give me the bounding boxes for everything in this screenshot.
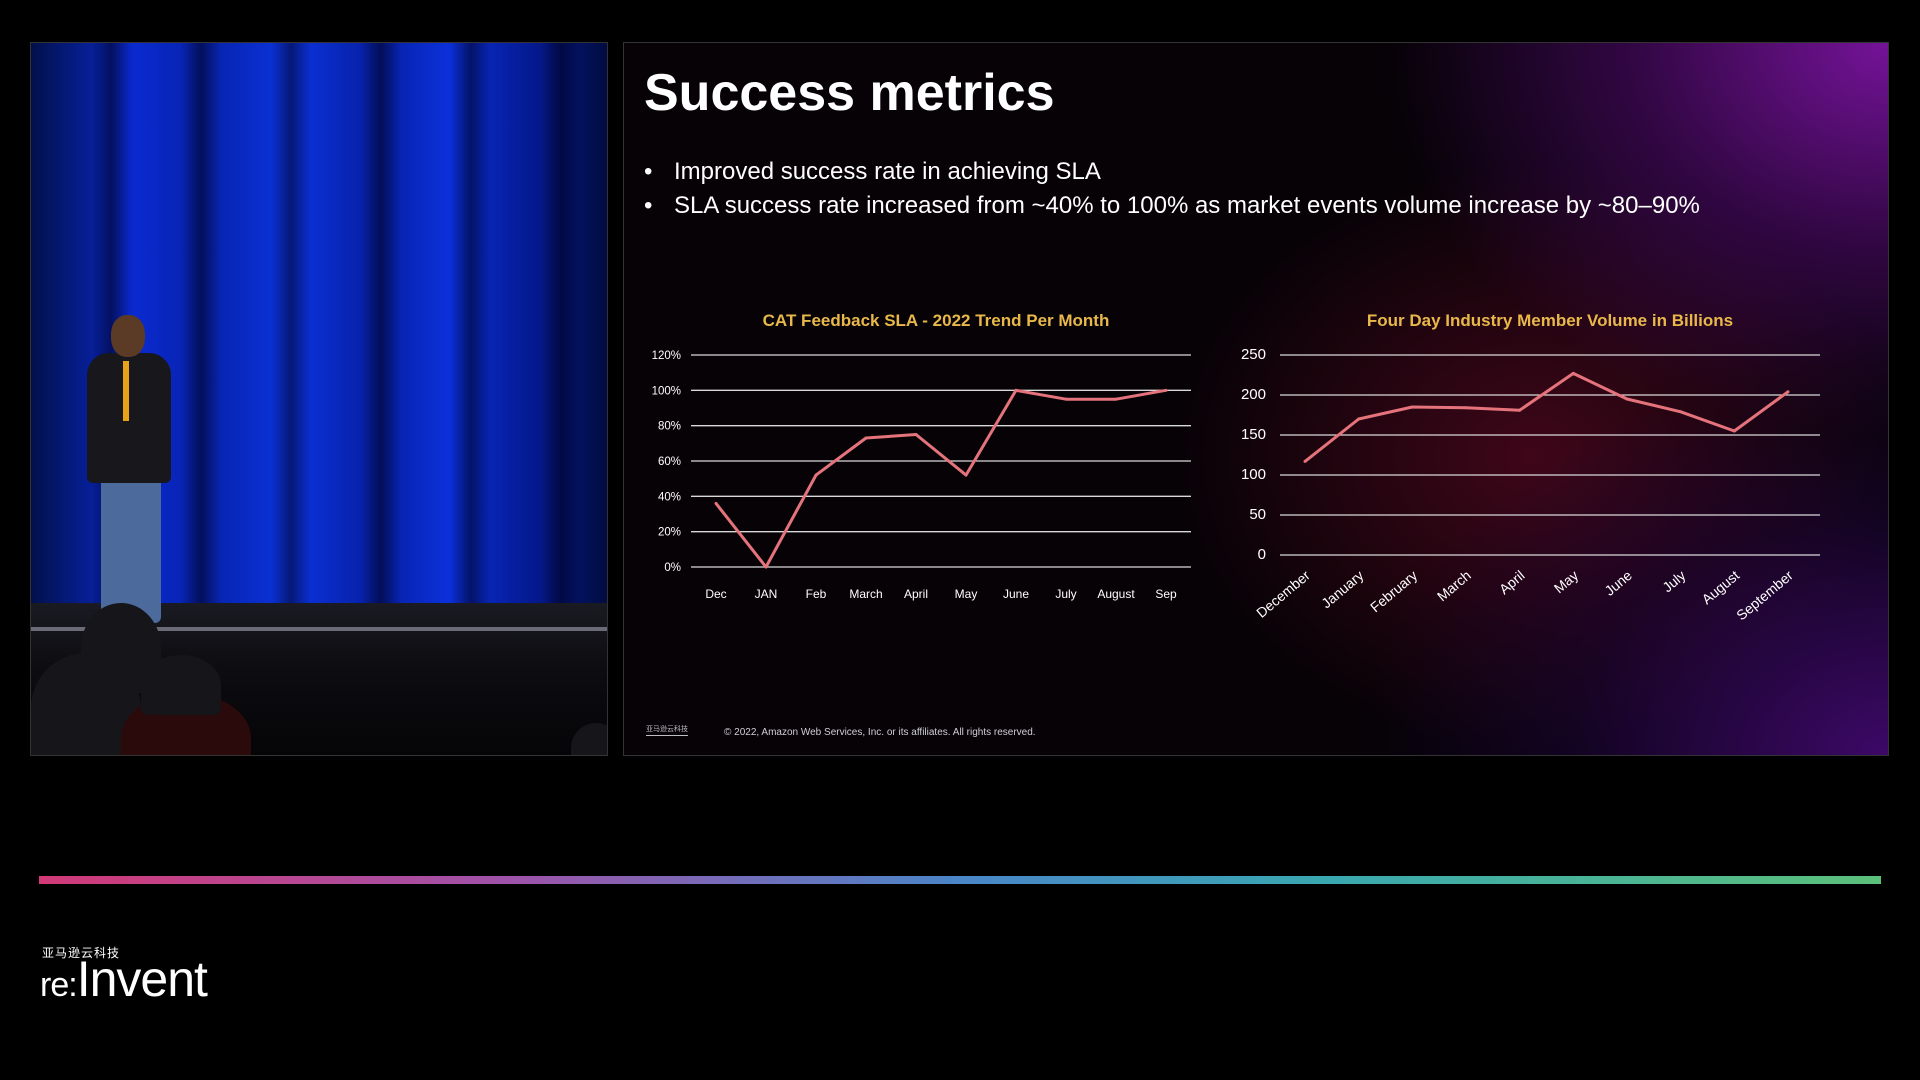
event-logo: re:Invent <box>40 950 208 1008</box>
data-point <box>1464 406 1468 410</box>
y-tick-label: 200 <box>1241 386 1266 403</box>
slide-title: Success metrics <box>644 64 1055 122</box>
curtain-fold <box>181 43 221 603</box>
data-point <box>714 501 718 505</box>
chart-title: Four Day Industry Member Volume in Billi… <box>1367 311 1733 330</box>
data-point <box>1064 397 1068 401</box>
y-tick-label: 0% <box>664 562 681 574</box>
y-tick-label: 40% <box>658 491 681 503</box>
x-tick-label: September <box>1733 567 1796 623</box>
x-tick-label: June <box>1601 567 1635 599</box>
member-volume-chart: Four Day Industry Member Volume in Billi… <box>1241 311 1820 623</box>
stage-edge <box>31 627 607 631</box>
x-tick-label: August <box>1699 567 1743 607</box>
speaker-lanyard <box>123 361 129 421</box>
x-tick-label: June <box>1003 587 1029 601</box>
series-line <box>714 388 1167 569</box>
data-point <box>1303 459 1307 463</box>
x-tick-label: August <box>1097 587 1135 601</box>
x-tick-label: December <box>1253 567 1313 621</box>
x-tick-label: April <box>1496 567 1528 597</box>
slide-logo: 亚马逊云科技 <box>646 724 688 736</box>
presentation-slide: Success metrics Improved success rate in… <box>623 42 1889 756</box>
data-point <box>1164 388 1168 392</box>
data-point <box>1518 408 1522 412</box>
chart-title: CAT Feedback SLA - 2022 Trend Per Month <box>763 311 1110 330</box>
curtain-fold <box>361 43 401 603</box>
speaker-head <box>111 315 145 357</box>
speaker-torso <box>87 353 171 483</box>
data-point <box>764 565 768 569</box>
event-subtitle: 亚马逊云科技 <box>42 946 121 960</box>
data-point <box>1786 390 1790 394</box>
bullet-list: Improved success rate in achieving SLA S… <box>644 155 1700 223</box>
data-point <box>964 473 968 477</box>
bullet-item: SLA success rate increased from ~40% to … <box>644 189 1700 223</box>
curtain-fold <box>451 43 491 603</box>
data-point <box>1732 429 1736 433</box>
copyright-notice: © 2022, Amazon Web Services, Inc. or its… <box>724 727 1036 738</box>
data-point <box>1571 371 1575 375</box>
data-point <box>1114 397 1118 401</box>
x-tick-label: Dec <box>705 587 726 601</box>
event-logo-re: re: <box>40 966 78 1004</box>
y-tick-label: 0 <box>1258 546 1266 563</box>
y-tick-label: 100 <box>1241 466 1266 483</box>
y-tick-label: 50 <box>1249 506 1266 523</box>
data-point <box>1357 417 1361 421</box>
data-point <box>1625 397 1629 401</box>
y-tick-label: 80% <box>658 421 681 433</box>
x-tick-label: January <box>1318 567 1366 611</box>
data-point <box>1679 410 1683 414</box>
data-point <box>864 436 868 440</box>
x-tick-label: July <box>1659 567 1688 595</box>
y-tick-label: 150 <box>1241 426 1266 443</box>
y-tick-label: 250 <box>1241 346 1266 363</box>
x-tick-label: April <box>904 587 928 601</box>
x-tick-label: March <box>849 587 882 601</box>
y-tick-label: 20% <box>658 527 681 539</box>
data-point <box>1410 405 1414 409</box>
data-point <box>814 473 818 477</box>
data-point <box>1014 388 1018 392</box>
y-tick-label: 120% <box>652 350 681 362</box>
x-tick-label: February <box>1367 567 1420 615</box>
sla-trend-chart: CAT Feedback SLA - 2022 Trend Per Month 0… <box>652 311 1191 601</box>
x-tick-label: Sep <box>1155 587 1177 601</box>
x-tick-label: May <box>1551 567 1582 596</box>
x-tick-label: May <box>955 587 978 601</box>
series-line <box>1304 371 1789 463</box>
x-tick-label: Feb <box>806 587 827 601</box>
x-tick-label: JAN <box>755 587 778 601</box>
audience-cap <box>141 655 221 715</box>
curtain-fold <box>541 43 581 603</box>
speaker-legs <box>101 473 161 623</box>
bullet-item: Improved success rate in achieving SLA <box>644 155 1700 189</box>
event-logo-invent: Invent <box>76 951 208 1007</box>
data-point <box>914 433 918 436</box>
x-tick-label: March <box>1434 567 1474 604</box>
x-tick-label: July <box>1055 587 1076 601</box>
y-tick-label: 100% <box>652 385 681 397</box>
y-tick-label: 60% <box>658 456 681 468</box>
curtain-fold <box>271 43 311 603</box>
progress-bar <box>39 876 1881 884</box>
speaker-video <box>30 42 608 756</box>
